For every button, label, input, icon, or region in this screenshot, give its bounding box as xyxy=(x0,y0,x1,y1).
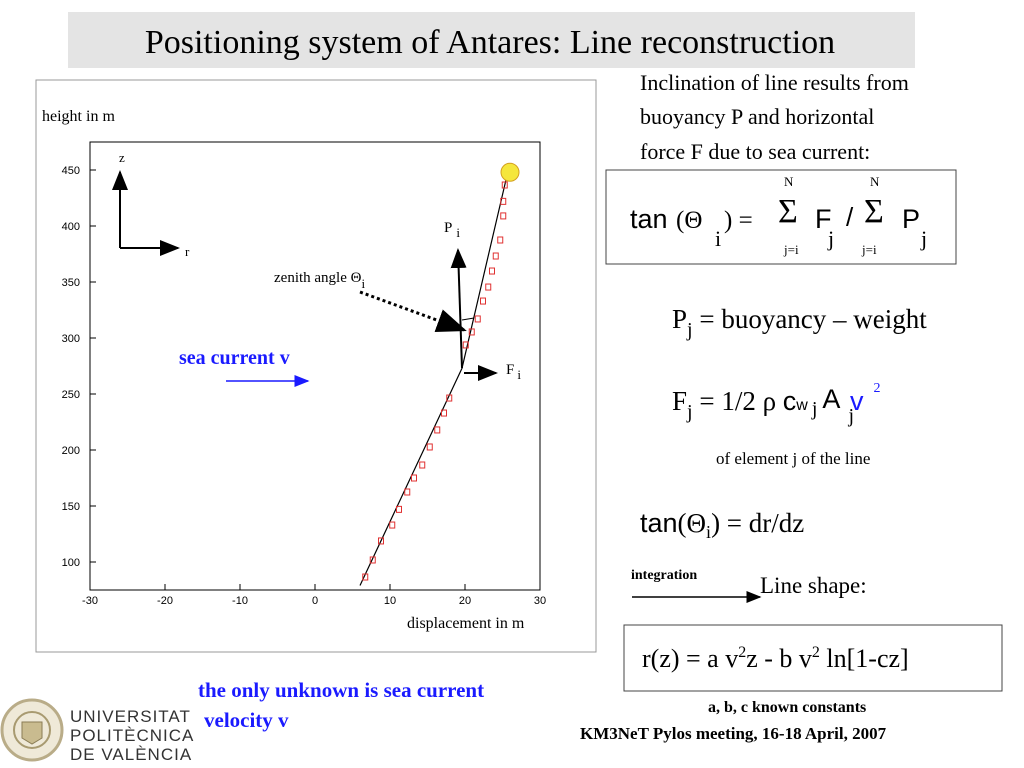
y-tick-label: 100 xyxy=(62,557,80,569)
sensor-point xyxy=(468,328,475,336)
sensor-point xyxy=(434,426,441,434)
formula-1: tan (Θ i ) = Σ N j=i F j / Σ N j=i P j xyxy=(630,174,927,257)
integration-label: integration xyxy=(631,568,697,583)
formula-part: N xyxy=(784,174,794,189)
sensor-point xyxy=(369,556,376,564)
x-tick-label: 10 xyxy=(384,595,396,607)
y-tick-label: 450 xyxy=(62,165,80,177)
sensor-point xyxy=(404,488,411,496)
formula-part: F xyxy=(815,204,832,234)
x-tick-label: 0 xyxy=(312,595,318,607)
formula-part: j xyxy=(920,226,927,251)
formula-part: j=i xyxy=(783,242,799,257)
sensor-point xyxy=(500,197,507,205)
sensor-point xyxy=(411,474,417,482)
formula-part: (Θ xyxy=(676,207,702,234)
plot: -30 -20 -10 0 10 20 30 100 150 200 250 300 350 400 450 xyxy=(62,141,546,607)
formula-part: j=i xyxy=(861,242,877,257)
sensor-point xyxy=(501,181,508,189)
constants-note: a, b, c known constants xyxy=(708,699,866,716)
formula-part: N xyxy=(870,174,880,189)
r-label: r xyxy=(185,244,190,259)
sensor-point xyxy=(419,461,426,469)
formula-part: Σ xyxy=(778,193,798,230)
y-tick-label: 400 xyxy=(62,221,80,233)
line-shape xyxy=(359,172,509,586)
sensor-point xyxy=(396,505,402,513)
x-tick-label: 30 xyxy=(534,595,546,607)
z-label: z xyxy=(119,150,125,165)
p-arrow xyxy=(450,248,467,369)
line-shape-label: Line shape: xyxy=(760,573,867,598)
formula-part: tan xyxy=(630,204,668,234)
element-note: of element j of the line xyxy=(716,449,870,468)
y-tick-label: 200 xyxy=(62,445,80,457)
formula-box xyxy=(605,169,957,265)
title-box xyxy=(68,12,915,68)
sensor-point xyxy=(362,573,369,581)
current-label: sea current v xyxy=(179,347,290,369)
sensor-point xyxy=(426,443,433,451)
sensor-point xyxy=(497,236,504,244)
result-box xyxy=(623,624,1003,692)
y-tick-label: 350 xyxy=(62,277,80,289)
formula-3: r(z) = a v2z - b v2 ln[1-cz] xyxy=(642,644,909,673)
y-tick-label: 300 xyxy=(62,333,80,345)
university-logo: UNIVERSITAT POLITÈCNICA DE VALÈNCIA xyxy=(0,698,199,764)
formula-part: P xyxy=(902,204,920,234)
sensor-point xyxy=(378,537,384,545)
sensor-point xyxy=(441,409,447,417)
formula-part: Σ xyxy=(864,193,884,230)
slide-title: Positioning system of Antares: Line reco… xyxy=(145,24,835,61)
force-eq: Fj = 1/2 ρ cw j Ajv 2 xyxy=(672,381,881,427)
y-tick-label: 150 xyxy=(62,501,80,513)
sensor-point xyxy=(462,341,469,349)
intro-text: Inclination of line results from buoyanc… xyxy=(640,70,914,164)
zenith-pointer xyxy=(359,290,467,333)
y-tick-label: 250 xyxy=(62,389,80,401)
sensor-point xyxy=(446,394,453,402)
x-tick-label: -20 xyxy=(157,595,173,607)
sensor-point xyxy=(480,297,486,305)
buoy xyxy=(500,162,520,182)
x-axis-label: displacement in m xyxy=(407,615,525,632)
formula-part: j xyxy=(827,226,834,251)
sensor-point xyxy=(489,267,495,275)
x-tick-label: -10 xyxy=(232,595,248,607)
sensor-point xyxy=(474,315,481,323)
meeting-footer: KM3NeT Pylos meeting, 16-18 April, 2007 xyxy=(580,724,887,743)
sensor-point xyxy=(389,521,396,529)
x-tick-label: -30 xyxy=(82,595,98,607)
formula-part: / xyxy=(846,202,854,232)
x-tick-label: 20 xyxy=(459,595,471,607)
y-axis-label: height in m xyxy=(42,108,115,125)
zenith-label: zenith angle Θi xyxy=(274,270,365,291)
sensor-point xyxy=(500,212,507,220)
sensor-point xyxy=(485,283,492,291)
unknown-note: the only unknown is sea current velocity… xyxy=(198,678,489,732)
formula-part: i xyxy=(715,226,721,251)
sensor-point xyxy=(492,252,499,260)
buoyancy-eq: Pj = buoyancy – weight xyxy=(672,304,927,341)
svg-text:UNIVERSITAT POLITÈCNICA: UNIVERSITAT POLITÈCNICA DE VALÈNCIA xyxy=(70,707,199,764)
formula-part: ) = xyxy=(724,207,753,234)
formula-2: tan(Θi) = dr/dz xyxy=(640,508,804,542)
